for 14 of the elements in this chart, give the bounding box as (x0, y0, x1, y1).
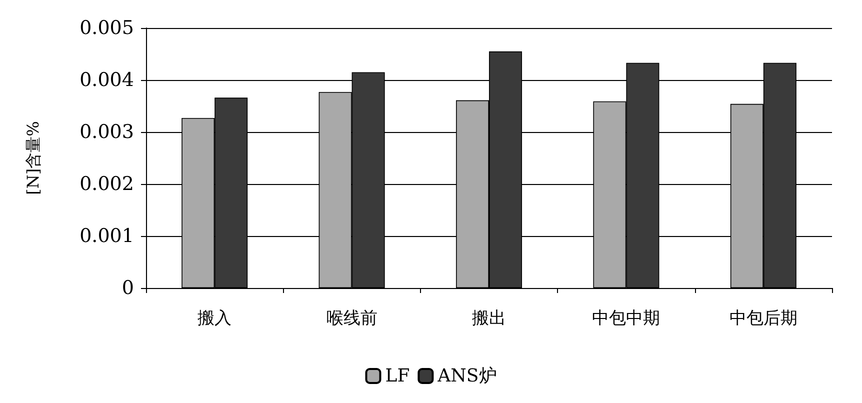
y-tick-label: 0.003 (80, 121, 134, 143)
y-axis-title: [N]含量% (24, 121, 42, 195)
y-tick-label: 0.004 (80, 69, 134, 91)
x-tick-label: 喉线前 (326, 308, 378, 328)
x-tick-label: 中包中期 (592, 308, 660, 328)
y-tick-label: 0.001 (80, 225, 134, 247)
legend-label: LF (385, 366, 410, 386)
x-tick-label: 中包后期 (729, 308, 798, 328)
x-tick-label: 搬出 (472, 308, 506, 328)
x-tick-label: 搬入 (198, 308, 232, 328)
y-tick-label: 0.005 (80, 17, 134, 39)
y-tick-label: 0 (122, 277, 134, 299)
y-tick-label: 0.002 (80, 173, 134, 195)
legend-label: ANS炉 (436, 366, 497, 386)
